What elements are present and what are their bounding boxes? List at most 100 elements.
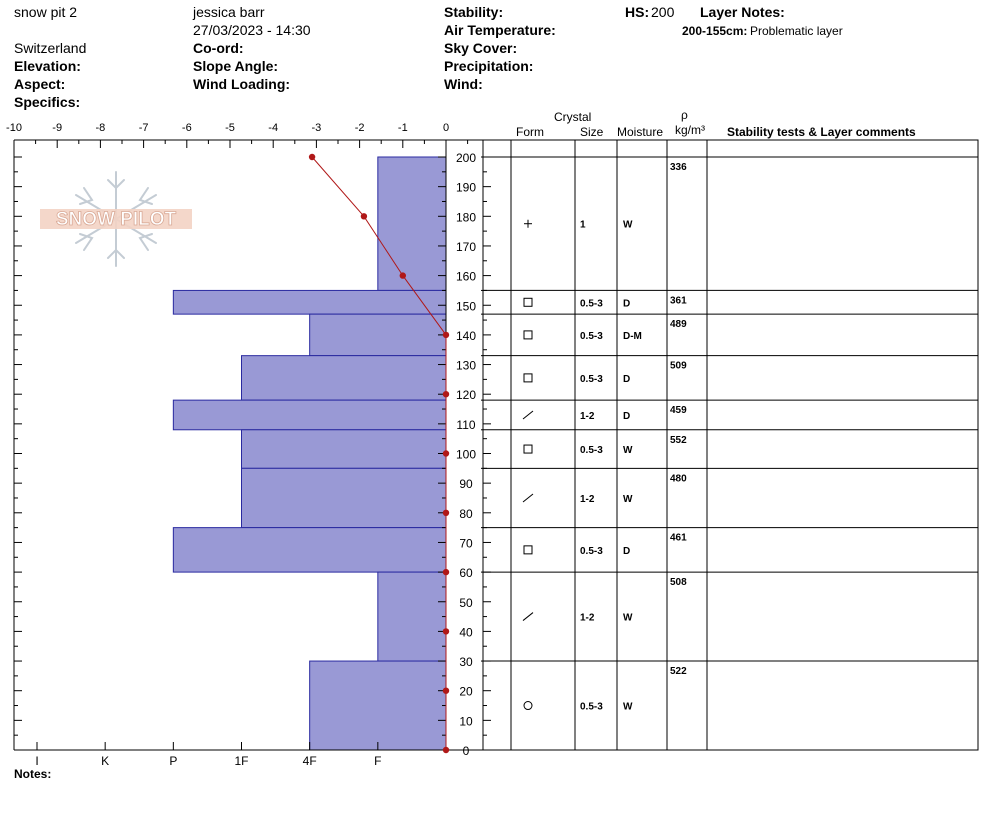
- form-faceted-icon: [523, 297, 533, 307]
- temperature-point: [442, 509, 450, 516]
- layer-moisture: W: [623, 702, 633, 713]
- depth-tick-label: 70: [459, 536, 473, 550]
- depth-tick-label: 100: [456, 448, 476, 462]
- layer-size: 1-2: [580, 411, 595, 422]
- coord-label: Co-ord:: [193, 40, 244, 56]
- hs-label: HS:: [625, 4, 650, 20]
- layer-moisture: D: [623, 546, 630, 557]
- aspect-label: Aspect:: [14, 76, 66, 92]
- comments-header: Stability tests & Layer comments: [727, 125, 916, 139]
- layer-density: 509: [670, 361, 687, 372]
- form-round-icon: [523, 701, 533, 711]
- depth-tick-label: 160: [456, 270, 476, 284]
- slope-angle-label: Slope Angle:: [193, 58, 279, 74]
- form-slash-icon: [522, 612, 534, 621]
- layer-size: 1-2: [580, 613, 595, 624]
- layer-moisture: W: [623, 613, 633, 624]
- temperature-point: [360, 213, 368, 220]
- hardness-tick-label: 1F: [234, 754, 248, 768]
- temp-tick-label: -9: [52, 122, 62, 134]
- layer-size: 1: [580, 220, 586, 231]
- temperature-point: [442, 687, 450, 694]
- observer-name: jessica barr: [193, 4, 265, 20]
- layer-moisture: D: [623, 298, 630, 309]
- depth-tick-label: 60: [459, 566, 473, 580]
- hardness-tick-label: I: [35, 754, 38, 768]
- form-faceted-icon: [523, 330, 533, 340]
- sky-cover-label: Sky Cover:: [444, 40, 518, 56]
- layer-moisture: W: [623, 494, 633, 505]
- layer-moisture: D: [623, 374, 630, 385]
- layer-size: 0.5-3: [580, 702, 603, 713]
- hardness-tick-label: K: [101, 754, 109, 768]
- form-faceted-icon: [523, 373, 533, 383]
- layer-moisture: D-M: [623, 331, 642, 342]
- layer-moisture: W: [623, 445, 633, 456]
- temp-tick-label: -4: [268, 122, 278, 134]
- hardness-bar: [172, 399, 447, 431]
- temp-tick-label: -6: [182, 122, 192, 134]
- crystal-header: Crystal: [554, 110, 592, 124]
- hardness-bar: [172, 527, 447, 573]
- temperature-point: [442, 628, 450, 635]
- density-unit-header: kg/m³: [675, 123, 705, 137]
- depth-tick-label: 170: [456, 240, 476, 254]
- form-faceted-icon: [523, 545, 533, 555]
- temperature-point: [442, 391, 450, 398]
- depth-tick-label: 20: [459, 685, 473, 699]
- temp-tick-label: -10: [6, 122, 22, 134]
- form-slash-icon: [522, 493, 534, 503]
- notes-label: Notes:: [14, 767, 52, 781]
- temp-tick-label: -7: [139, 122, 149, 134]
- wind-label: Wind:: [444, 76, 483, 92]
- hardness-tick-label: F: [374, 754, 381, 768]
- depth-tick-label: 0: [463, 744, 470, 758]
- stability-label: Stability:: [444, 4, 504, 20]
- depth-tick-label: 140: [456, 329, 476, 343]
- depth-tick-label: 110: [456, 418, 475, 432]
- pit-name: snow pit 2: [14, 4, 78, 20]
- density-rho-header: ρ: [681, 108, 688, 122]
- layer-note-range: 200-155cm:: [682, 24, 748, 38]
- form-slash-icon: [522, 410, 534, 420]
- temperature-point: [442, 450, 450, 457]
- depth-tick-label: 180: [456, 210, 476, 224]
- layer-size: 1-2: [580, 494, 595, 505]
- depth-tick-label: 80: [459, 507, 473, 521]
- hardness-bar: [241, 467, 447, 529]
- wind-loading-label: Wind Loading:: [193, 76, 291, 92]
- temperature-point: [308, 153, 316, 161]
- depth-tick-label: 40: [459, 625, 473, 639]
- layer-moisture: W: [623, 220, 633, 231]
- layer-density: 461: [670, 533, 687, 544]
- layer-density: 336: [670, 162, 687, 173]
- hs-value: 200: [651, 4, 675, 20]
- layer-density: 361: [670, 295, 687, 306]
- layer-density: 552: [670, 435, 687, 446]
- specifics-label: Specifics:: [14, 94, 81, 110]
- hardness-bar: [309, 660, 447, 751]
- air-temperature-label: Air Temperature:: [444, 22, 556, 38]
- depth-tick-label: 200: [456, 151, 476, 165]
- temperature-point: [442, 746, 450, 754]
- depth-tick-label: 90: [459, 477, 473, 491]
- hardness-bar: [241, 429, 447, 469]
- country: Switzerland: [14, 40, 87, 56]
- temp-tick-label: -8: [96, 122, 106, 134]
- layer-density: 480: [670, 473, 687, 484]
- depth-tick-label: 190: [456, 181, 476, 195]
- hardness-tick-label: 4F: [303, 754, 317, 768]
- form-faceted-icon: [523, 444, 533, 454]
- temp-tick-label: -3: [312, 122, 322, 134]
- temp-tick-label: -1: [398, 122, 408, 134]
- depth-tick-label: 10: [459, 714, 473, 728]
- hardness-bar: [309, 313, 447, 357]
- logo-text: SNOW PILOT: [56, 209, 177, 230]
- elevation-label: Elevation:: [14, 58, 81, 74]
- hardness-bar: [172, 289, 447, 315]
- temperature-point: [442, 331, 450, 339]
- layer-size: 0.5-3: [580, 546, 603, 557]
- snowpilot-logo: SNOW PILOT: [40, 171, 192, 267]
- hardness-tick-label: P: [169, 754, 177, 768]
- temperature-point: [442, 568, 450, 576]
